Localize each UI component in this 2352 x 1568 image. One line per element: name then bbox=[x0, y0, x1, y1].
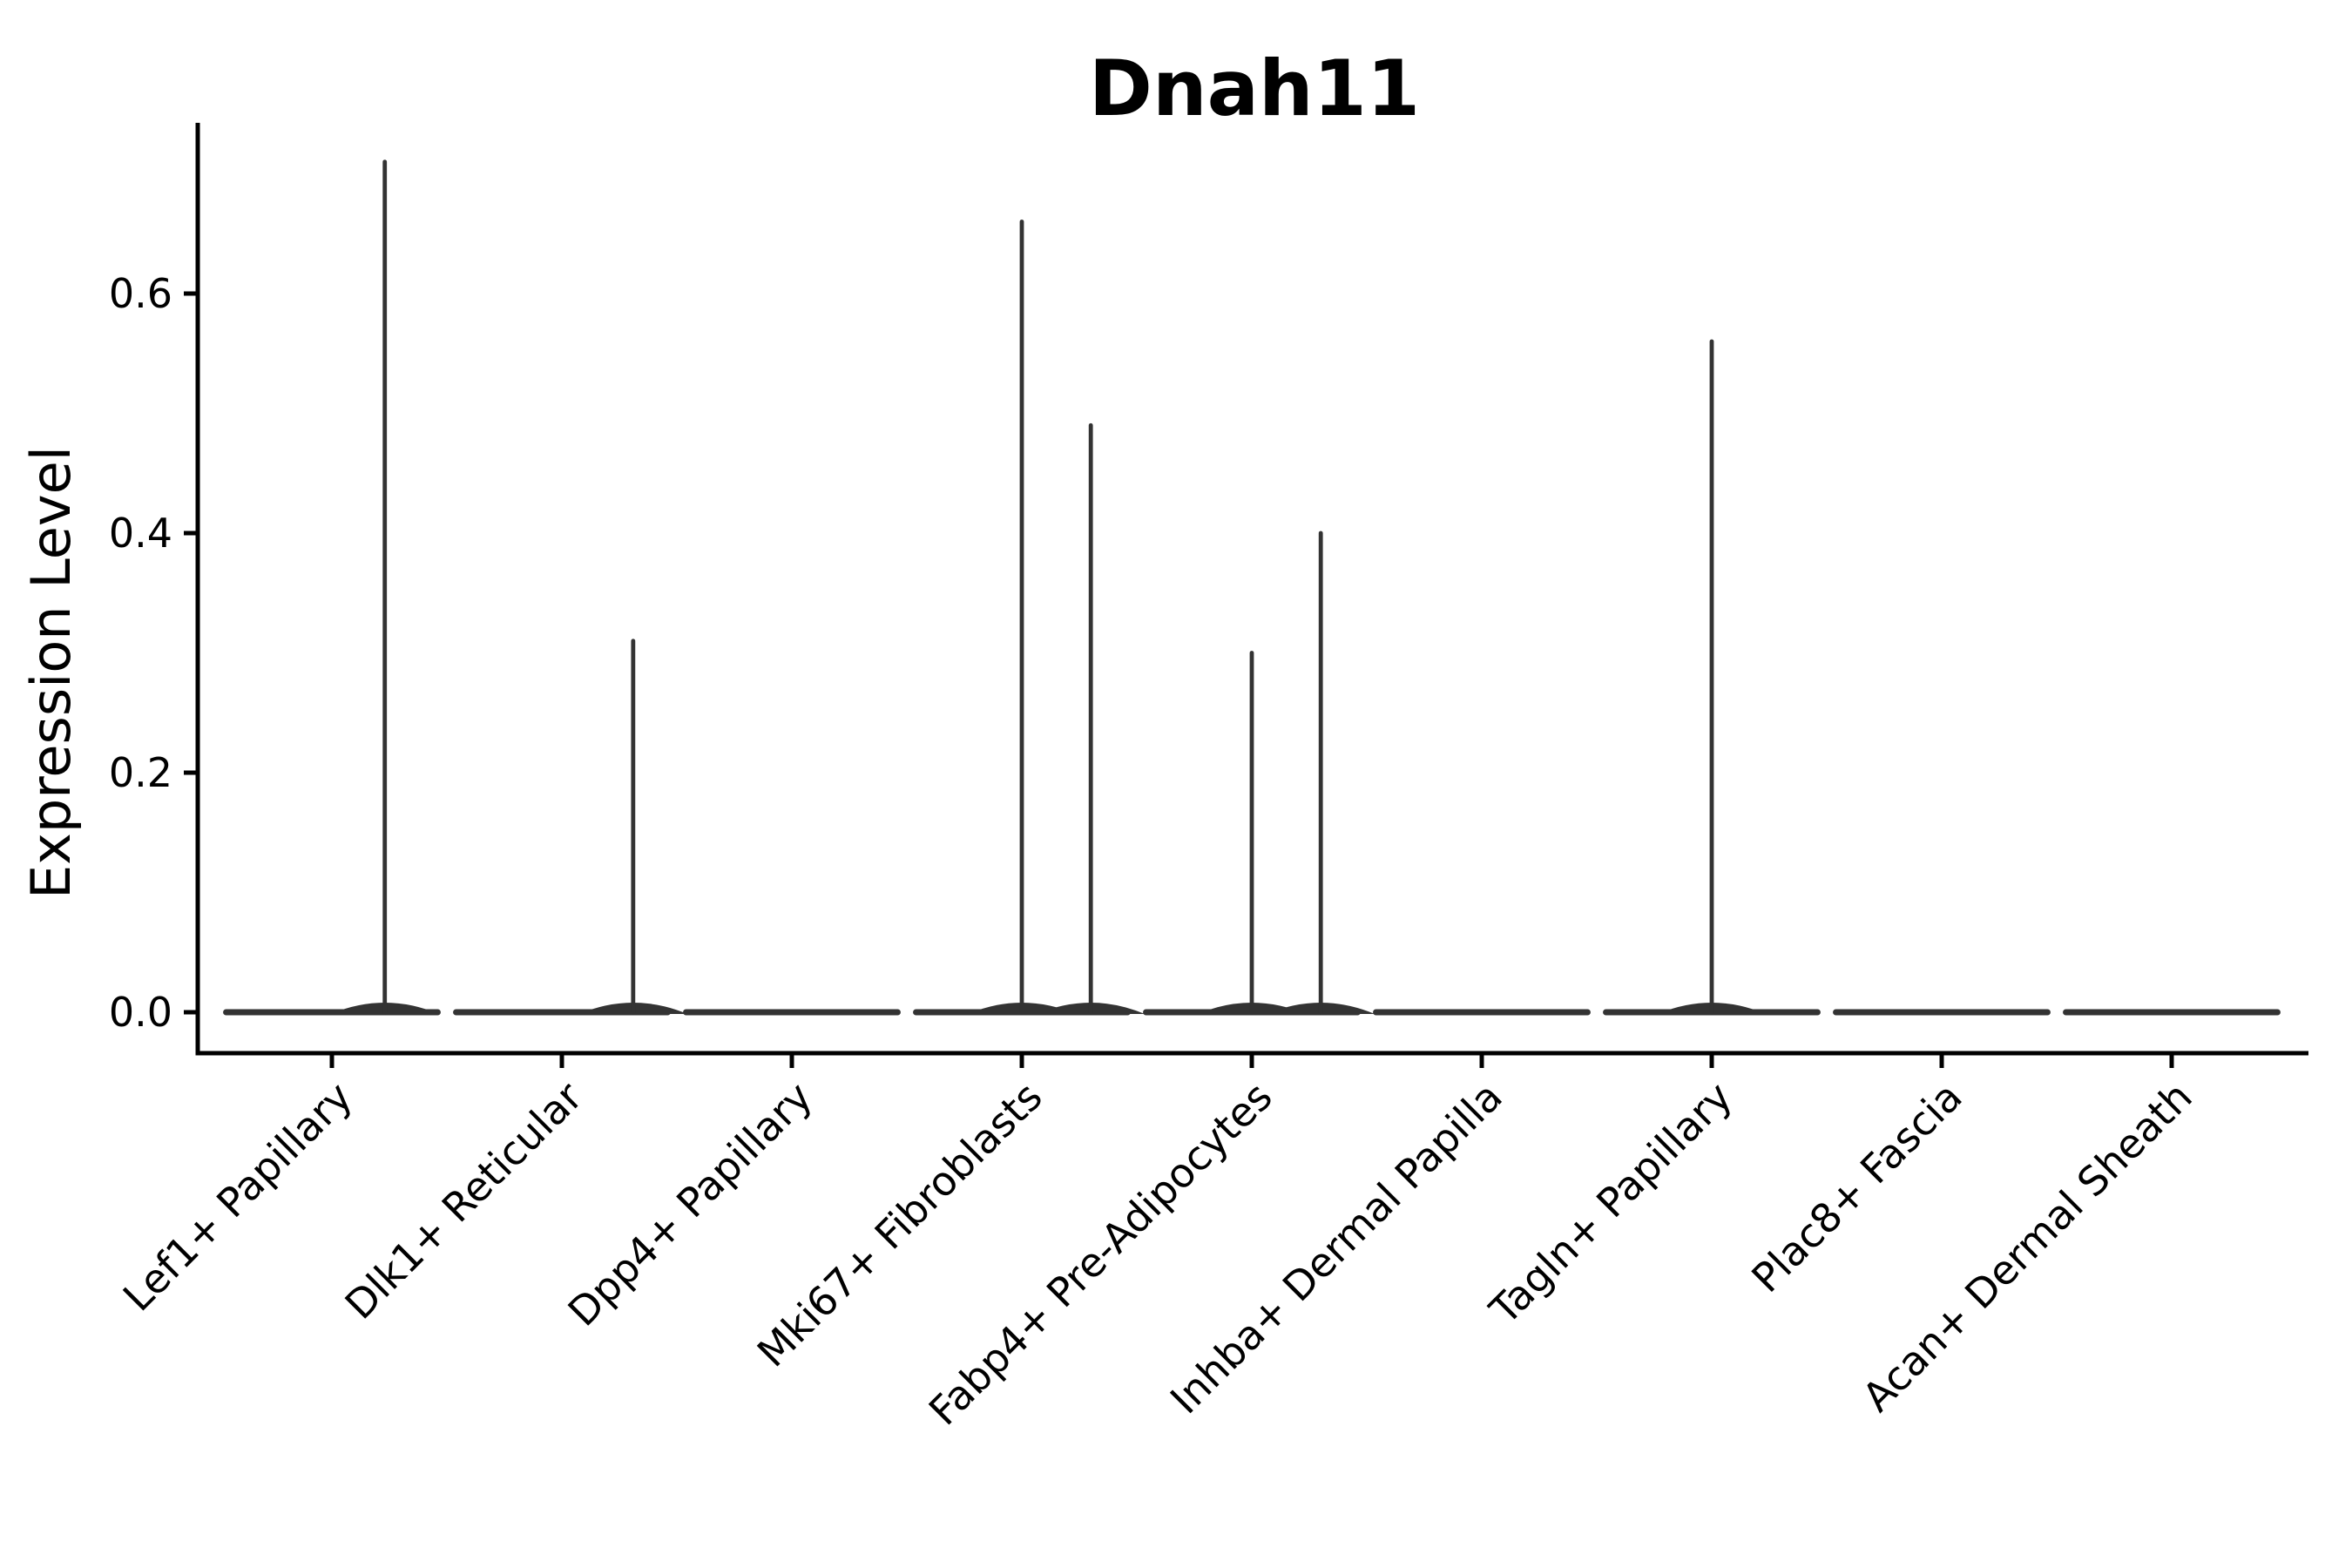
y-axis: 0.0 0.2 0.4 0.6 bbox=[109, 123, 200, 1056]
violins-layer bbox=[223, 159, 2281, 1016]
chart-header: Dnah11 bbox=[1089, 44, 1420, 133]
y-tick-label: 0.6 bbox=[109, 270, 172, 317]
x-tick-label: Plac8+ Fascia bbox=[1742, 1073, 1970, 1301]
violin bbox=[1603, 339, 1821, 1016]
violin bbox=[913, 220, 1146, 1016]
x-tick-label: Lef1+ Papillary bbox=[114, 1073, 362, 1321]
violin bbox=[1143, 531, 1375, 1016]
x-tick-label: Dlk1+ Reticular bbox=[336, 1073, 591, 1328]
chart-title: Dnah11 bbox=[1089, 44, 1420, 133]
x-tick-label: Tagln+ Papillary bbox=[1480, 1073, 1741, 1335]
violin bbox=[223, 159, 441, 1016]
y-tick-label: 0.0 bbox=[109, 989, 172, 1036]
y-axis-label: Expression Level bbox=[19, 446, 83, 899]
x-tick-label: Dpp4+ Papillary bbox=[559, 1073, 821, 1335]
y-tick-label: 0.2 bbox=[109, 749, 172, 796]
violin bbox=[453, 639, 687, 1016]
y-tick-label: 0.4 bbox=[109, 510, 172, 557]
